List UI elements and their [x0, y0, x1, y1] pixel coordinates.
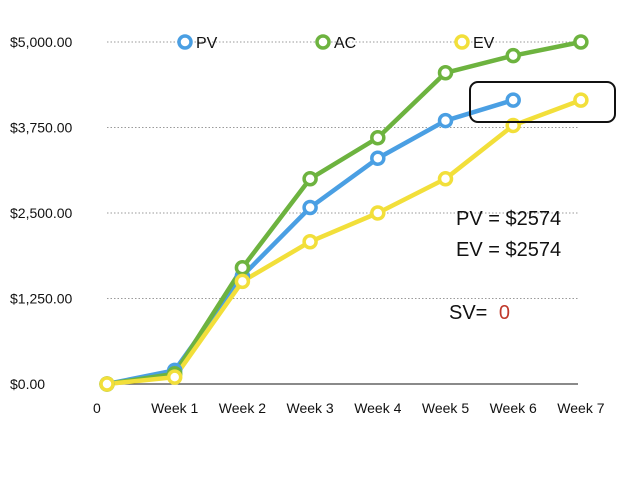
series-points — [99, 34, 589, 392]
annotation-ev: EV = $2574 — [456, 239, 561, 261]
x-tick-label: Week 2 — [219, 400, 266, 416]
data-point-ev — [370, 205, 386, 221]
data-point-pv — [302, 199, 318, 216]
x-tick-label: Week 5 — [422, 400, 469, 416]
annotation-sv-value: 0 — [499, 302, 510, 324]
data-point-ac — [573, 34, 589, 50]
data-point-pv — [505, 92, 521, 108]
data-point-ac — [505, 47, 521, 64]
data-point-ev — [302, 233, 318, 250]
series-line-ev — [104, 97, 584, 387]
y-axis-ticks: $0.00 $1,250.00 $2,500.00 $3,750.00 $5,000.0… — [10, 34, 72, 392]
legend-label-ac: AC — [334, 35, 356, 52]
y-tick-label: $0.00 — [10, 376, 45, 392]
legend-marker-ac — [315, 34, 331, 50]
y-tick-label: $3,750.00 — [10, 120, 72, 136]
legend-label-pv: PV — [196, 35, 218, 52]
x-tick-label: Week 6 — [490, 400, 537, 416]
legend-marker-pv — [177, 34, 193, 50]
x-tick-label: Week 1 — [151, 400, 198, 416]
annotation-sv: SV= 0 — [449, 302, 510, 324]
y-tick-label: $1,250.00 — [10, 291, 72, 307]
annotation-sv-label: SV= — [449, 302, 487, 324]
data-point-ac — [370, 130, 386, 146]
annotation-pv: PV = $2574 — [456, 208, 561, 230]
y-tick-label: $2,500.00 — [10, 205, 72, 221]
x-tick-label: Week 3 — [286, 400, 333, 416]
x-tick-label: 0 — [93, 400, 101, 416]
data-point-ac — [234, 259, 251, 276]
data-point-ev — [437, 171, 454, 187]
x-tick-label: Week 7 — [557, 400, 604, 416]
data-point-ac — [302, 171, 318, 187]
data-point-ac — [437, 65, 454, 81]
highlight-box — [469, 81, 616, 123]
data-point-ev — [573, 92, 589, 108]
data-point-ev — [234, 273, 251, 290]
data-point-pv — [437, 112, 454, 129]
series-line-ac — [104, 39, 584, 387]
legend-label-ev: EV — [473, 35, 495, 52]
legend-marker-ev — [454, 34, 470, 50]
y-tick-label: $5,000.00 — [10, 34, 72, 50]
x-tick-label: Week 4 — [354, 400, 401, 416]
data-point-ev — [166, 369, 183, 385]
data-point-ev — [99, 376, 115, 392]
x-axis-ticks: 0 Week 1 Week 2 Week 3 Week 4 Week 5 Week 6 Wee… — [93, 400, 605, 416]
data-point-pv — [370, 150, 386, 167]
legend: PV AC EV — [177, 34, 495, 52]
